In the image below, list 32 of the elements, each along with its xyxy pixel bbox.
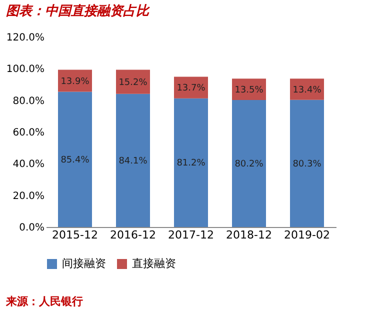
bar [174, 76, 208, 98]
data-label: 15.2% [118, 78, 148, 88]
x-tick-label: 2016-12 [110, 228, 156, 242]
chart-title: 图表：中国直接融资占比 [6, 3, 150, 19]
data-label: 85.4% [60, 155, 90, 166]
bar [116, 94, 150, 227]
bar [174, 98, 208, 227]
source-note: 来源：人民银行 [5, 295, 83, 308]
bar [290, 100, 324, 227]
legend-label: 间接融资 [62, 257, 106, 270]
data-label: 13.7% [176, 84, 206, 94]
y-tick-label: 100.0% [6, 64, 44, 76]
x-tick-label: 2015-12 [52, 228, 98, 242]
y-tick-label: 40.0% [12, 159, 44, 170]
x-tick-label: 2019-02 [284, 228, 330, 242]
y-tick-label: 120.0% [6, 32, 44, 44]
data-label: 80.3% [292, 159, 322, 170]
x-tick-label: 2017-12 [168, 228, 214, 242]
legend-label: 直接融资 [132, 257, 176, 270]
data-label: 81.2% [176, 158, 206, 169]
data-label: 13.5% [234, 85, 264, 96]
y-tick-label: 60.0% [12, 128, 44, 138]
x-tick-label: 2018-12 [226, 228, 272, 242]
data-label: 84.1% [118, 156, 148, 166]
bar [232, 100, 266, 227]
data-label: 80.2% [234, 160, 264, 170]
y-tick-label: 20.0% [12, 190, 44, 202]
y-tick-label: 80.0% [12, 96, 44, 107]
data-label: 13.4% [292, 85, 322, 96]
data-label: 13.9% [60, 76, 90, 87]
bar [58, 92, 92, 227]
y-tick-label: 0.0% [19, 222, 44, 234]
